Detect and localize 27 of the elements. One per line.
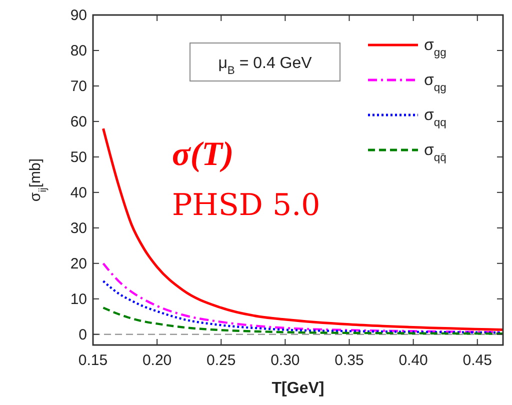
- line-series: [102, 127, 504, 331]
- x-tick-label: 0.45: [462, 352, 492, 369]
- legend-label: σ$_{gg}$: [424, 37, 446, 59]
- y-tick-label: 90: [70, 7, 87, 24]
- y-tick-label: 40: [70, 184, 87, 202]
- x-tick-label: 0.30: [270, 352, 300, 369]
- x-axis-title: T[GeV]: [272, 380, 324, 397]
- x-tick-label: 0.25: [206, 352, 236, 369]
- x-tick-label: 0.35: [334, 352, 364, 369]
- y-tick-label: 20: [70, 255, 87, 272]
- x-tick-label: 0.40: [398, 352, 428, 369]
- annotation: σ(T): [172, 136, 234, 173]
- y-tick-label: 0: [78, 326, 87, 344]
- x-tick-label: 0.15: [78, 352, 108, 369]
- annotation: μ$_{B}$ = 0.4 GeV: [218, 55, 312, 77]
- legend-label: σ$_{qq}$: [424, 107, 446, 129]
- y-tick-label: 70: [70, 78, 87, 95]
- legend-label: σ$_{qq̄}$: [424, 142, 446, 164]
- y-tick-label: 50: [70, 148, 87, 166]
- line-series: [102, 306, 504, 335]
- y-tick-label: 10: [70, 290, 87, 308]
- y-tick-label: 80: [70, 42, 87, 60]
- x-tick-label: 0.20: [142, 352, 172, 369]
- y-tick-label: 60: [70, 113, 87, 130]
- y-tick-label: 30: [70, 220, 87, 237]
- legend-label: σ$_{qg}$: [424, 72, 446, 94]
- annotation: PHSD 5.0: [172, 188, 320, 223]
